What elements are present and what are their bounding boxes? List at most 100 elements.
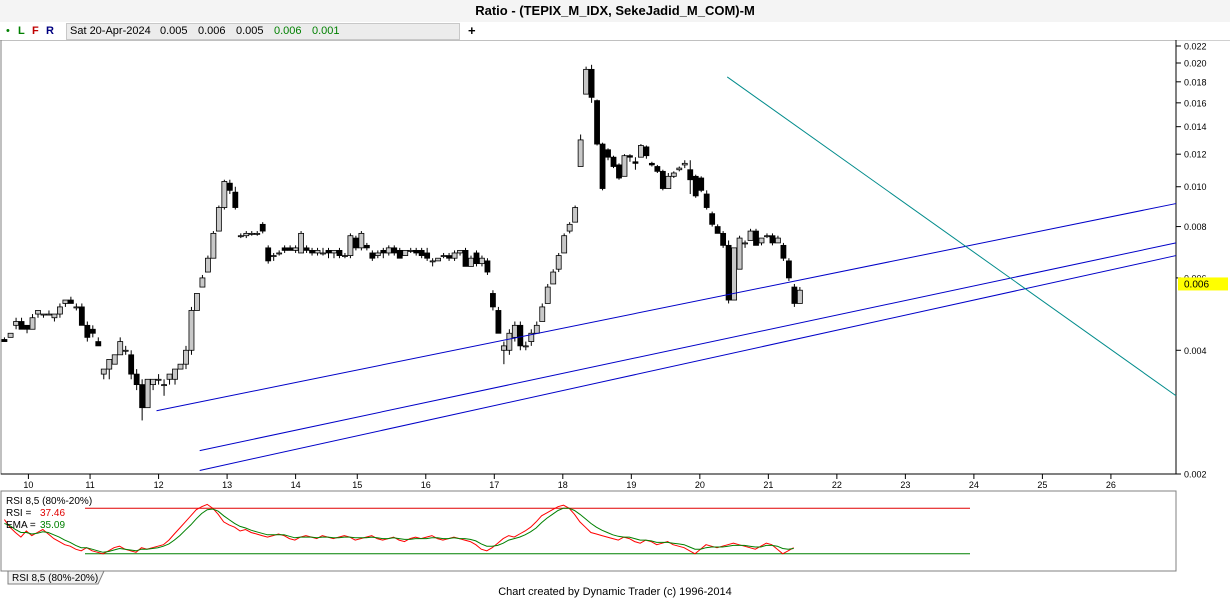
candle-body (665, 175, 672, 189)
candle (528, 329, 535, 346)
candle-body (161, 384, 167, 387)
candle (270, 252, 277, 261)
candle (309, 247, 315, 256)
title-bar: Ratio - (TEPIX_M_IDX, SekeJadid_M_COM)-M (0, 0, 1230, 23)
candle-body (287, 247, 294, 251)
candle-body (281, 247, 288, 251)
add-button[interactable]: + (468, 23, 476, 38)
candle-body (533, 324, 540, 334)
candle (796, 287, 803, 304)
r-button[interactable]: R (46, 25, 54, 37)
candle (100, 368, 107, 380)
candle (396, 247, 403, 259)
candle (473, 250, 480, 267)
candle (320, 247, 326, 256)
candle-body (753, 230, 759, 246)
candle-body (528, 332, 535, 342)
candle (413, 247, 420, 256)
candle-body (122, 349, 129, 352)
candle (424, 247, 431, 261)
candle (57, 303, 63, 318)
candle (161, 379, 167, 396)
candle (199, 274, 206, 288)
candle-body (457, 249, 463, 254)
x-tick-label: 24 (969, 480, 979, 490)
candle-body (413, 249, 420, 254)
candle (292, 245, 299, 253)
candle-body (720, 232, 727, 246)
rsi-tab[interactable] (7, 570, 105, 585)
candle-body (183, 349, 189, 365)
x-tick-label: 22 (832, 480, 842, 490)
candle-body (144, 378, 151, 409)
candle (616, 163, 622, 180)
candle-body (150, 378, 156, 386)
candle (506, 329, 513, 355)
candle-body (764, 235, 770, 238)
price-pane[interactable] (0, 40, 1177, 475)
candle (643, 145, 650, 159)
candle-body (758, 237, 765, 244)
candle (314, 247, 321, 256)
candle-body (111, 354, 118, 365)
channel-line-2[interactable] (199, 242, 1177, 452)
candle (281, 245, 288, 253)
candle-body (511, 324, 518, 338)
candle (769, 233, 776, 246)
candle-body (35, 310, 41, 315)
candle-body (117, 341, 124, 356)
candle (73, 303, 80, 311)
candle (665, 172, 672, 189)
candle-body (747, 230, 754, 241)
y-tick-label: 0.020 (1184, 59, 1207, 69)
f-button[interactable]: F (32, 25, 39, 37)
candle-body (786, 260, 792, 279)
candle (484, 258, 491, 275)
x-tick-label: 13 (222, 480, 232, 490)
candle (24, 324, 30, 334)
candle (254, 231, 261, 236)
rsi-tab-label[interactable]: RSI 8,5 (80%-20%) (12, 573, 98, 584)
candle-body (451, 252, 458, 259)
candle (248, 231, 255, 236)
candle (418, 247, 425, 259)
candle (188, 306, 195, 355)
channel-line-1[interactable] (156, 203, 1177, 412)
candle (89, 325, 96, 338)
candle-body (654, 166, 661, 172)
candle-body (210, 232, 217, 259)
chart-area[interactable]: 0.022 0.020 0.018 0.016 0.014 0.012 0.010 0.008… (0, 40, 1230, 586)
candle-body (692, 175, 699, 197)
candles-group (1, 64, 803, 421)
candle (627, 154, 633, 162)
candle (490, 290, 496, 311)
x-tick-label: 10 (23, 480, 33, 490)
candle-body (314, 249, 321, 254)
candle (621, 154, 628, 177)
candle-body (298, 232, 304, 254)
chart-title: Ratio - (TEPIX_M_IDX, SekeJadid_M_COM)-M (475, 3, 755, 18)
candle-body (495, 310, 502, 334)
candle (698, 176, 705, 193)
candle (380, 247, 387, 259)
candle (714, 224, 721, 234)
candle-body (84, 324, 91, 338)
candle-body (320, 252, 326, 255)
candle (599, 142, 606, 191)
ohlc-readout: Sat 20-Apr-2024 0.005 0.006 0.005 0.006 … (66, 23, 460, 40)
candle-body (577, 139, 584, 167)
candle-body (40, 313, 47, 316)
l-button[interactable]: L (18, 25, 25, 37)
candle (539, 303, 546, 322)
candle (446, 252, 452, 261)
rsi-pane[interactable] (0, 490, 1177, 572)
y-tick-label: 0.022 (1184, 42, 1207, 52)
candle (298, 231, 304, 254)
candle-body (18, 321, 25, 330)
candle-body (588, 68, 595, 98)
candle (1, 337, 8, 342)
downtrend-line[interactable] (726, 76, 1177, 397)
channel-line-3[interactable] (199, 255, 1177, 471)
candle (659, 169, 666, 191)
low-value: 0.005 (236, 25, 264, 37)
